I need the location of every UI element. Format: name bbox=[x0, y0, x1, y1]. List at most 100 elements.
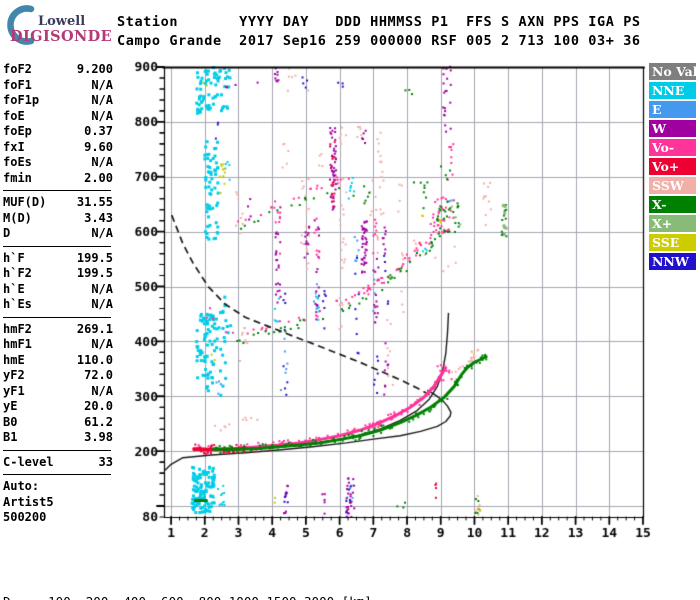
legend-item: NNW bbox=[649, 253, 696, 270]
param-row: h`F2 199.5 bbox=[3, 266, 113, 282]
param-label: foEp bbox=[3, 124, 32, 138]
legend-item: W bbox=[649, 120, 696, 137]
param-row: yF1 N/A bbox=[3, 384, 113, 400]
param-value: 0.37 bbox=[84, 124, 113, 138]
param-label: foEs bbox=[3, 155, 32, 169]
param-row: foEs N/A bbox=[3, 155, 113, 171]
param-value: 9.60 bbox=[84, 139, 113, 154]
legend-item: X+ bbox=[649, 215, 696, 232]
param-row: foF1p N/A bbox=[3, 93, 113, 109]
param-label: MUF(D) bbox=[3, 195, 47, 209]
logo-lowell-text: Lowell bbox=[38, 14, 86, 29]
legend-item: SSW bbox=[649, 177, 696, 194]
param-value: 61.2 bbox=[84, 414, 113, 429]
legend-item: No Val bbox=[649, 63, 696, 80]
param-label: yE bbox=[3, 399, 18, 413]
param-separator bbox=[3, 449, 111, 451]
legend-item: E bbox=[649, 101, 696, 118]
param-row: hmF1 N/A bbox=[3, 337, 113, 353]
param-value: 3.43 bbox=[84, 210, 113, 225]
param-row: foF2 9.200 bbox=[3, 62, 113, 78]
header-block: Station YYYY DAY DDD HHMMSS P1 FFS S AXN… bbox=[117, 13, 641, 50]
header-line-2: Campo Grande 2017 Sep16 259 000000 RSF 0… bbox=[117, 32, 641, 49]
param-value: N/A bbox=[91, 281, 113, 296]
legend-item: NNE bbox=[649, 82, 696, 99]
param-value: 20.0 bbox=[84, 399, 113, 413]
param-value: 3.98 bbox=[84, 430, 113, 444]
param-label: 500200 bbox=[3, 510, 47, 524]
param-separator bbox=[3, 316, 111, 318]
param-label: h`F2 bbox=[3, 266, 32, 280]
param-label: Artist5 bbox=[3, 494, 54, 509]
digisonde-logo: Lowell DIGISONDE bbox=[0, 0, 115, 50]
param-label: foF2 bbox=[3, 62, 32, 76]
param-row: D N/A bbox=[3, 226, 113, 242]
param-row: h`E N/A bbox=[3, 282, 113, 298]
param-separator bbox=[3, 245, 111, 247]
param-label: D bbox=[3, 226, 11, 240]
param-row: yF2 72.0 bbox=[3, 368, 113, 384]
param-separator bbox=[3, 474, 111, 475]
param-value: N/A bbox=[91, 383, 113, 398]
param-row: MUF(D) 31.55 bbox=[3, 195, 113, 211]
param-separator bbox=[3, 190, 111, 191]
param-row: B1 3.98 bbox=[3, 430, 113, 446]
param-row: Auto: bbox=[3, 479, 113, 495]
param-label: h`Es bbox=[3, 297, 32, 311]
param-row: foEp 0.37 bbox=[3, 124, 113, 140]
legend-item: SSE bbox=[649, 234, 696, 251]
param-value: 199.5 bbox=[76, 250, 113, 265]
param-label: B0 bbox=[3, 414, 18, 429]
param-row: yE 20.0 bbox=[3, 399, 113, 415]
param-row: h`F 199.5 bbox=[3, 251, 113, 267]
param-value: 199.5 bbox=[76, 266, 113, 280]
logo-digisonde-text: DIGISONDE bbox=[10, 28, 113, 45]
param-label: C-level bbox=[3, 454, 54, 469]
param-row: C-level 33 bbox=[3, 455, 113, 471]
param-label: fmin bbox=[3, 170, 32, 185]
param-value: 269.1 bbox=[76, 321, 113, 336]
param-row: hmE 110.0 bbox=[3, 353, 113, 369]
param-label: h`F bbox=[3, 250, 25, 265]
param-value: N/A bbox=[91, 155, 113, 169]
param-value: 33 bbox=[98, 454, 113, 469]
header-line-1: Station YYYY DAY DDD HHMMSS P1 FFS S AXN… bbox=[117, 14, 641, 30]
param-row: hmF2 269.1 bbox=[3, 322, 113, 338]
param-label: foE bbox=[3, 108, 25, 123]
param-row: fxI 9.60 bbox=[3, 140, 113, 156]
param-label: yF1 bbox=[3, 383, 25, 398]
param-label: Auto: bbox=[3, 479, 40, 493]
param-value: 110.0 bbox=[76, 352, 113, 367]
param-value: 72.0 bbox=[84, 368, 113, 382]
param-row: fmin 2.00 bbox=[3, 171, 113, 187]
param-value: 9.200 bbox=[76, 62, 113, 76]
param-row: 500200 bbox=[3, 510, 113, 526]
param-value: N/A bbox=[91, 93, 113, 107]
param-label: fxI bbox=[3, 139, 25, 154]
param-label: h`E bbox=[3, 281, 25, 296]
param-row: Artist5 bbox=[3, 495, 113, 511]
param-panel: foF2 9.200 foF1 N/A foF1p N/A foE N/A foEp 0.37 fx… bbox=[3, 62, 113, 526]
param-label: M(D) bbox=[3, 210, 32, 225]
param-row: M(D) 3.43 bbox=[3, 211, 113, 227]
param-value: N/A bbox=[91, 297, 113, 311]
param-label: B1 bbox=[3, 430, 18, 444]
param-label: foF1 bbox=[3, 77, 32, 92]
param-value: N/A bbox=[91, 337, 113, 351]
param-row: h`Es N/A bbox=[3, 297, 113, 313]
param-label: hmF2 bbox=[3, 321, 32, 336]
param-value: 31.55 bbox=[76, 195, 113, 209]
legend-item: Vo- bbox=[649, 139, 696, 156]
param-value: N/A bbox=[91, 108, 113, 123]
param-label: hmE bbox=[3, 352, 25, 367]
param-value: N/A bbox=[91, 226, 113, 240]
echo-direction-legend: No Val NNE E W Vo- Vo+ SSW X- X+ SSE NNW bbox=[649, 63, 697, 272]
param-label: yF2 bbox=[3, 368, 25, 382]
param-label: foF1p bbox=[3, 93, 40, 107]
param-row: B0 61.2 bbox=[3, 415, 113, 431]
param-value: 2.00 bbox=[84, 170, 113, 185]
legend-item: Vo+ bbox=[649, 158, 696, 175]
